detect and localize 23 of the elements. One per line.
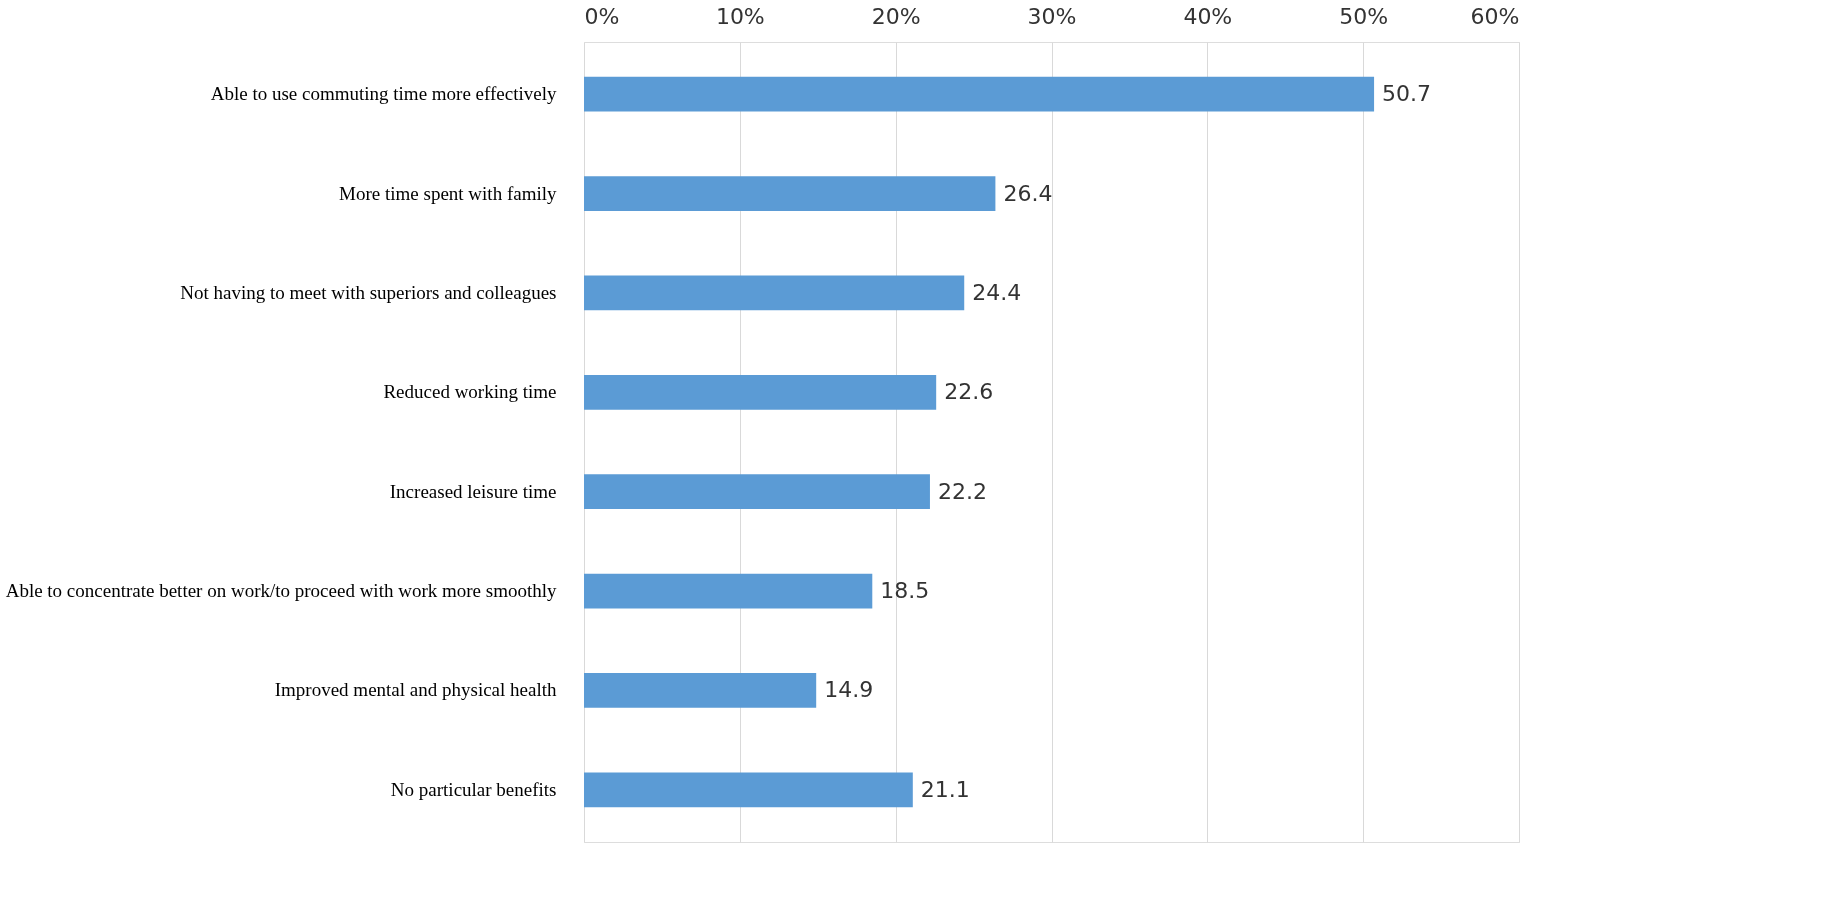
x-tick-label: 20% bbox=[871, 3, 921, 29]
data-label: 24.4 bbox=[972, 279, 1022, 305]
data-label: 26.4 bbox=[1003, 180, 1053, 206]
x-tick-label: 0% bbox=[584, 3, 620, 29]
y-tick-label: Not having to meet with superiors and colleagues bbox=[180, 281, 557, 303]
data-label: 14.9 bbox=[824, 677, 874, 703]
y-tick-label: No particular benefits bbox=[390, 778, 557, 800]
data-label: 22.2 bbox=[937, 478, 987, 504]
y-tick-label: Able to concentrate better on work/to proceed with work more smoothly bbox=[5, 580, 557, 602]
y-tick-label: Able to use commuting time more effectively bbox=[210, 83, 557, 105]
x-tick-label: 30% bbox=[1027, 3, 1077, 29]
data-label: 50.7 bbox=[1382, 81, 1432, 107]
y-tick-label: Increased leisure time bbox=[389, 480, 557, 502]
y-tick-label: More time spent with family bbox=[339, 182, 557, 204]
y-tick-label: Reduced working time bbox=[383, 381, 557, 403]
x-tick-label: 60% bbox=[1470, 3, 1520, 29]
data-label: 18.5 bbox=[880, 578, 930, 604]
x-tick-label: 10% bbox=[715, 3, 765, 29]
data-label: 21.1 bbox=[920, 776, 970, 802]
y-tick-label: Improved mental and physical health bbox=[274, 679, 557, 701]
x-tick-label: 40% bbox=[1183, 3, 1233, 29]
data-label: 22.6 bbox=[944, 379, 994, 405]
x-tick-label: 50% bbox=[1339, 3, 1389, 29]
